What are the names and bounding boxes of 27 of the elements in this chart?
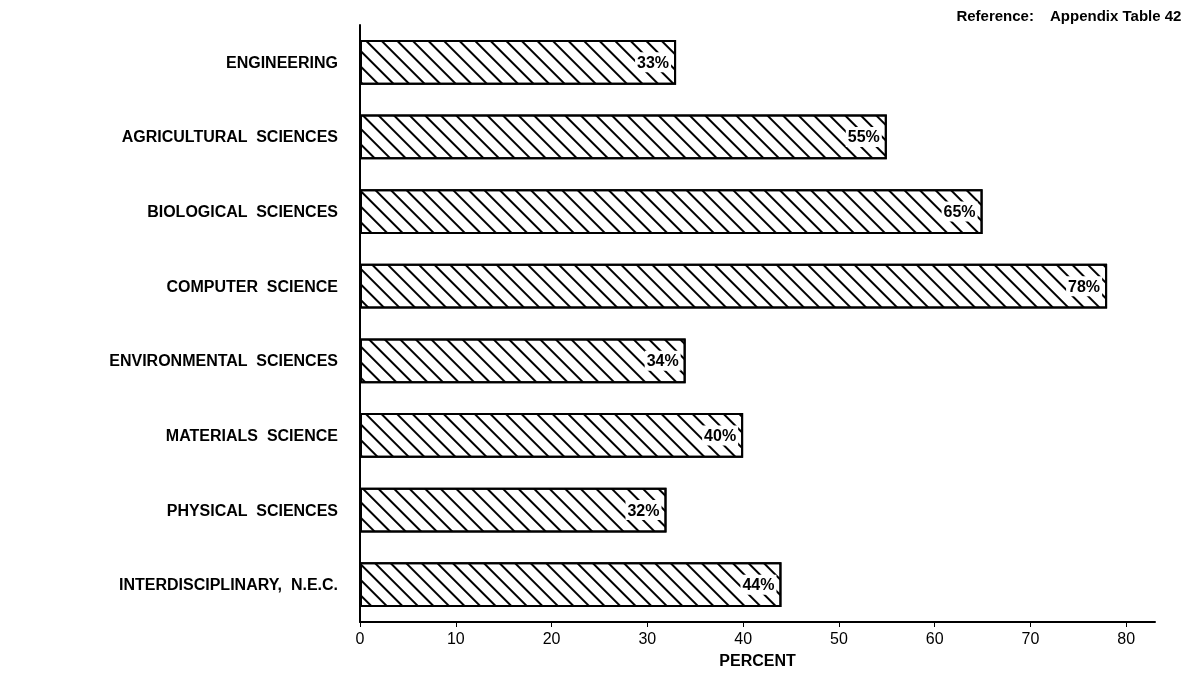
data-label: 78% [1068, 277, 1101, 295]
x-tick-label: 40 [734, 629, 753, 647]
data-label: 34% [646, 352, 679, 370]
y-tick-label: ENGINEERING [225, 53, 338, 71]
x-axis-title: PERCENT [719, 651, 796, 669]
data-label: 55% [847, 128, 880, 146]
data-label: 44% [742, 576, 775, 594]
y-tick-label: MATERIALS SCIENCE [165, 426, 339, 444]
x-tick-label: 20 [542, 629, 561, 647]
data-label: 33% [637, 53, 670, 71]
y-tick-label: ENVIRONMENTAL SCIENCES [109, 352, 339, 370]
y-tick-label: PHYSICAL SCIENCES [166, 501, 339, 519]
x-tick-label: 10 [446, 629, 465, 647]
y-tick-label: INTERDISCIPLINARY, N.E.C. [119, 576, 338, 594]
y-tick-label: COMPUTER SCIENCE [166, 277, 339, 295]
x-tick-label: 70 [1021, 629, 1040, 647]
x-tick-label: 60 [925, 629, 944, 647]
data-label: 40% [704, 426, 737, 444]
data-label: 65% [943, 203, 976, 221]
text: Reference: Appendix Table 42 [956, 7, 1182, 24]
x-tick-label: 0 [355, 629, 365, 647]
data-label: 32% [627, 501, 660, 519]
y-tick-label: BIOLOGICAL SCIENCES [147, 203, 339, 221]
y-tick-label: AGRICULTURAL SCIENCES [121, 128, 339, 146]
x-tick-label: 50 [830, 629, 848, 647]
x-tick-label: 30 [638, 629, 657, 647]
x-tick-label: 80 [1117, 629, 1136, 647]
